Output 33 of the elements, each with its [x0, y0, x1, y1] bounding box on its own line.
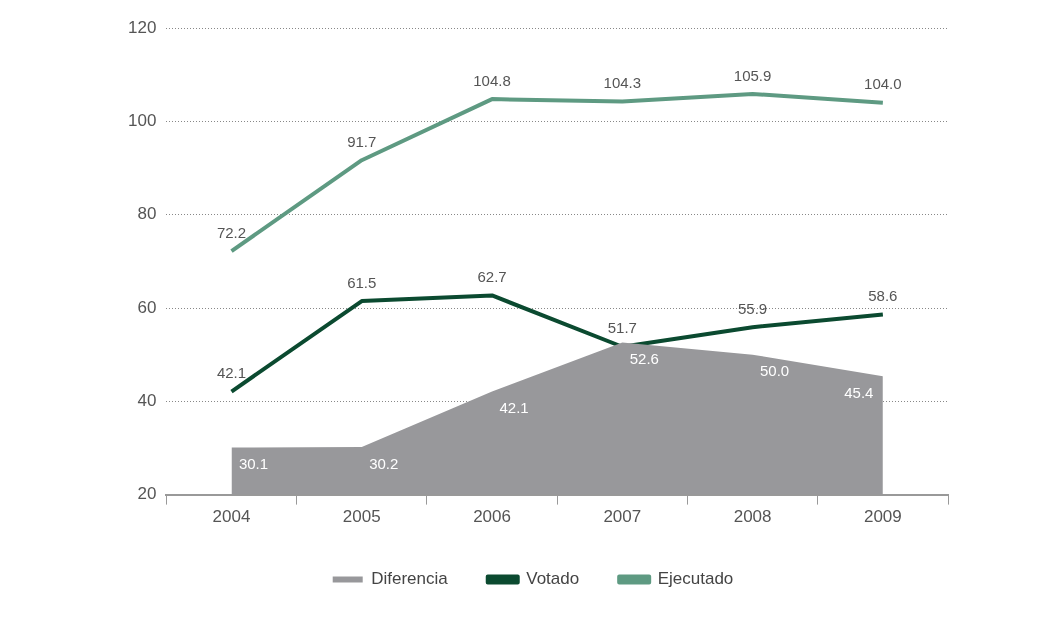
data-label: 30.2 [369, 454, 399, 472]
data-label: 104.3 [603, 74, 642, 92]
x-tick-label: 2004 [212, 507, 251, 527]
x-tick-label: 2009 [863, 507, 902, 527]
data-label: 104.8 [473, 71, 511, 89]
data-label: 55.9 [737, 299, 768, 317]
legend-label: Ejecutado [657, 569, 734, 589]
data-label: 72.2 [216, 223, 247, 241]
data-label: 51.7 [607, 319, 637, 337]
data-label: 104.0 [864, 75, 902, 93]
y-tick-label: 100 [127, 111, 157, 131]
data-label: 62.7 [477, 268, 507, 286]
data-label: 42.1 [216, 364, 247, 382]
x-tick-label: 2006 [473, 507, 511, 527]
data-label: 105.9 [733, 66, 772, 84]
y-tick-label: 20 [137, 484, 157, 504]
data-label: 58.6 [868, 287, 898, 305]
data-label: 42.1 [499, 399, 529, 417]
data-label: 45.4 [844, 383, 874, 401]
y-tick-label: 40 [137, 391, 157, 411]
y-tick-label: 120 [127, 17, 157, 37]
data-label: 61.5 [347, 273, 377, 291]
x-tick-label: 2005 [342, 507, 381, 527]
y-tick-label: 80 [137, 204, 157, 224]
data-label: 30.1 [238, 455, 269, 473]
data-label: 52.6 [629, 350, 659, 368]
legend-label: Diferencia [371, 569, 449, 589]
x-tick-label: 2008 [733, 507, 772, 527]
y-tick-label: 60 [137, 297, 157, 317]
legend-label: Votado [526, 569, 580, 589]
data-label: 50.0 [759, 362, 790, 380]
x-tick-label: 2007 [603, 507, 642, 527]
data-label: 91.7 [347, 132, 377, 150]
